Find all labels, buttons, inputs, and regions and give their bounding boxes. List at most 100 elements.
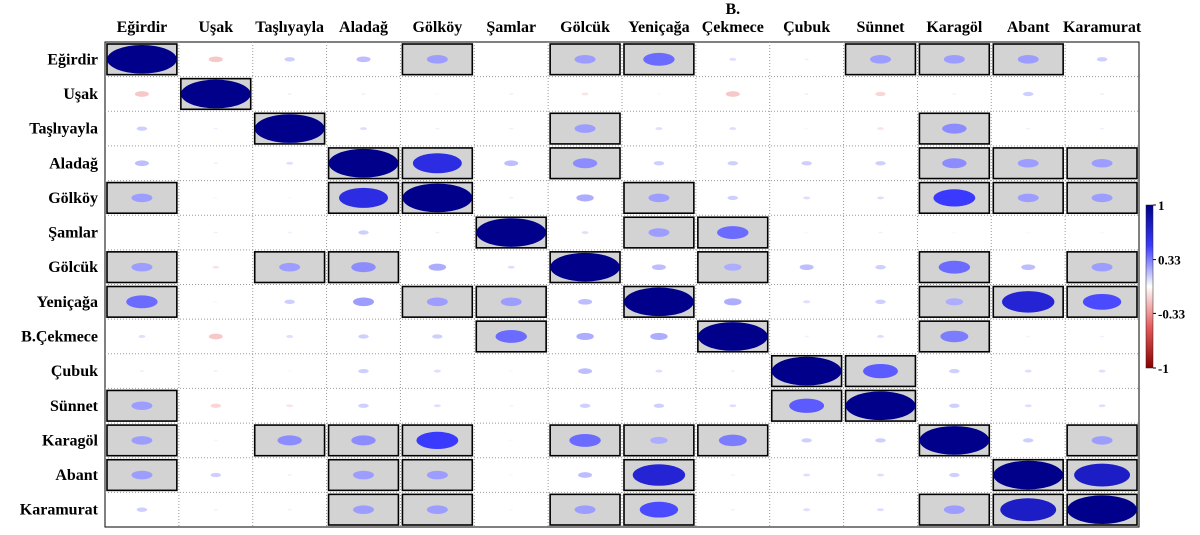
correlation-ellipse	[574, 124, 596, 133]
column-labels: Eğirdir Uşak Taşlıyayla Aladağ Gölköy Şamlar G…	[117, 1, 1142, 36]
correlation-ellipse	[509, 197, 514, 199]
correlation-ellipse	[639, 501, 679, 518]
correlation-ellipse	[433, 404, 441, 408]
correlation-ellipse	[287, 197, 292, 199]
correlation-ellipse	[1099, 231, 1105, 234]
correlation-ellipse	[435, 93, 440, 95]
correlation-ellipse	[803, 196, 811, 200]
column-label: Taşlıyayla	[255, 19, 324, 36]
correlation-ellipse	[1099, 335, 1105, 338]
correlation-ellipse	[648, 193, 670, 203]
row-label: Karamurat	[20, 502, 99, 519]
correlation-ellipse	[697, 322, 768, 351]
correlation-ellipse	[476, 218, 547, 247]
correlation-ellipse	[287, 508, 292, 511]
row-label: Çubuk	[51, 363, 98, 380]
correlation-ellipse	[576, 332, 594, 341]
correlation-ellipse	[569, 433, 601, 447]
correlation-ellipse	[136, 126, 148, 131]
correlation-ellipse	[509, 93, 514, 95]
correlation-ellipse	[213, 439, 218, 442]
correlation-ellipse	[803, 300, 811, 304]
correlation-ellipse	[1091, 193, 1113, 203]
correlation-ellipse	[729, 404, 737, 408]
correlation-ellipse	[1026, 335, 1031, 338]
correlation-ellipse	[504, 160, 519, 167]
correlation-ellipse	[804, 335, 809, 338]
correlation-ellipse	[134, 160, 149, 167]
correlation-ellipse	[360, 127, 367, 131]
correlation-ellipse	[938, 260, 971, 274]
correlation-ellipse	[804, 127, 809, 130]
correlation-ellipse	[655, 127, 663, 131]
correlation-ellipse	[863, 363, 898, 379]
correlation-ellipse	[949, 403, 960, 408]
correlation-ellipse	[134, 91, 149, 97]
column-label: Uşak	[198, 19, 233, 36]
correlation-ellipse	[286, 161, 294, 165]
correlation-ellipse	[789, 398, 825, 413]
correlation-ellipse	[339, 187, 388, 208]
row-label: Gölcük	[48, 259, 98, 276]
correlation-ellipse	[576, 194, 594, 202]
grid-layer	[104, 41, 1140, 528]
correlation-ellipse	[358, 403, 369, 408]
correlation-ellipse	[729, 127, 737, 131]
correlation-ellipse	[1017, 158, 1039, 168]
correlation-ellipse	[875, 299, 886, 304]
correlation-ellipse	[1091, 262, 1113, 272]
correlation-ellipse	[771, 356, 842, 386]
correlation-ellipse	[287, 231, 292, 234]
correlation-ellipse	[426, 505, 448, 514]
correlation-ellipse	[435, 127, 440, 130]
correlation-ellipse	[653, 161, 665, 166]
row-label: Taşlıyayla	[29, 121, 98, 138]
correlation-ellipse	[131, 470, 153, 480]
correlation-ellipse	[952, 93, 957, 95]
correlation-ellipse	[845, 391, 916, 421]
row-label: Yeniçağa	[37, 294, 98, 311]
correlation-ellipse	[578, 368, 593, 374]
correlation-ellipse	[213, 127, 218, 130]
correlation-ellipse	[574, 505, 596, 514]
column-label: Şamlar	[486, 19, 536, 36]
correlation-ellipse	[361, 93, 366, 95]
correlation-ellipse	[572, 158, 598, 169]
correlation-ellipse	[213, 197, 218, 199]
correlation-ellipse	[1026, 127, 1031, 130]
highlight-cell	[1066, 285, 1138, 318]
correlation-ellipse	[949, 472, 960, 478]
correlation-ellipse	[877, 127, 884, 131]
correlation-ellipse	[875, 161, 886, 166]
correlation-ellipse	[804, 58, 809, 61]
column-label: Çubuk	[783, 19, 830, 36]
correlation-ellipse	[643, 52, 675, 66]
column-label: B.	[725, 1, 740, 18]
column-label: Eğirdir	[117, 19, 168, 36]
correlation-ellipse	[210, 403, 222, 408]
correlation-ellipse	[1024, 404, 1032, 408]
correlation-ellipse	[581, 92, 589, 96]
correlation-ellipse	[509, 439, 514, 442]
row-label: B.Çekmece	[21, 328, 98, 345]
correlation-ellipse	[287, 93, 292, 95]
correlation-ellipse	[131, 436, 153, 445]
correlation-ellipse	[648, 228, 670, 237]
correlation-ellipse	[139, 370, 145, 372]
correlation-ellipse	[724, 298, 742, 306]
correlation-ellipse	[212, 265, 220, 269]
correlation-ellipse	[213, 370, 218, 372]
correlation-ellipse	[426, 470, 448, 480]
correlation-ellipse	[1026, 231, 1031, 234]
correlation-ellipse	[358, 230, 369, 235]
highlight-cell	[401, 458, 474, 492]
correlation-ellipse	[353, 297, 374, 307]
correlation-ellipse	[509, 508, 514, 511]
correlation-ellipse	[870, 55, 891, 64]
correlation-ellipse	[284, 299, 295, 304]
correlation-ellipse	[730, 370, 735, 372]
correlation-ellipse	[656, 93, 662, 95]
correlation-ellipse	[254, 114, 325, 143]
row-label: Uşak	[63, 86, 98, 103]
correlation-ellipse	[729, 57, 737, 61]
